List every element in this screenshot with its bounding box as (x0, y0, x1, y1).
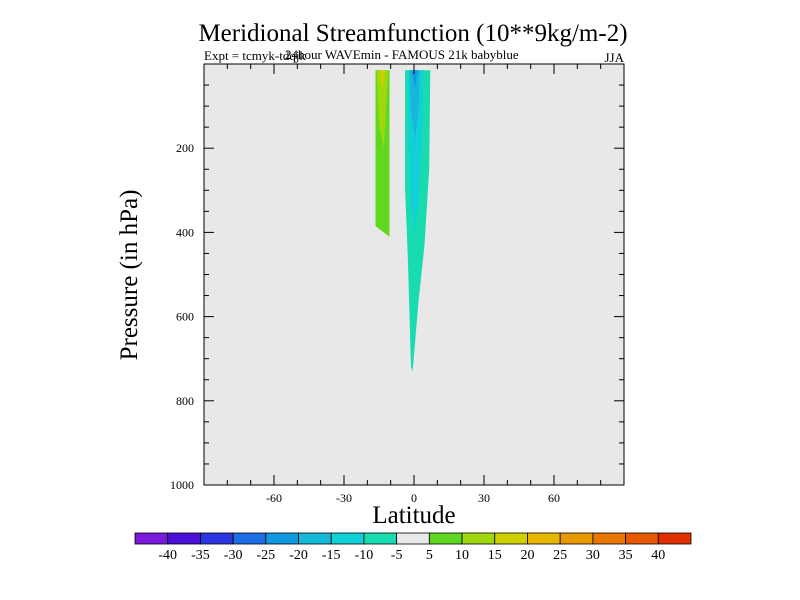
colorbar-level-label: 30 (586, 548, 600, 563)
colorbar-swatch (265, 532, 299, 545)
colorbar-swatch (363, 532, 398, 545)
colorbar-swatch (657, 532, 692, 545)
colorbar-level-label: 35 (619, 548, 633, 563)
y-tick-label: 1000 (170, 478, 194, 492)
x-tick-label: -30 (336, 491, 352, 505)
colorbar-swatch (428, 532, 463, 545)
x-tick-label: 60 (548, 491, 560, 505)
y-axis-label: Pressure (in hPa) (116, 190, 143, 361)
contour-region-positive-15-20 (379, 70, 385, 90)
colorbar-level-label: 15 (488, 548, 502, 563)
colorbar-level-label: -25 (256, 548, 275, 563)
contour-regions (375, 70, 431, 372)
x-tick-label: 30 (478, 491, 490, 505)
colorbar-level-label: -15 (322, 548, 341, 563)
colorbar-swatch (494, 532, 528, 545)
axis-ticks (204, 64, 624, 485)
colorbar-swatch (461, 532, 496, 545)
colorbar-level-label: 10 (455, 548, 469, 563)
x-tick-label: -60 (266, 491, 282, 505)
axis-tick-labels: -60 -30 0 30 60 200 400 600 800 1000 (170, 141, 560, 505)
colorbar-swatch (527, 532, 561, 545)
colorbar-swatch (592, 532, 626, 545)
colorbar-level-label: -5 (391, 548, 403, 563)
chart-subtitle-experiment: 24hour WAVEmin - FAMOUS 21k babyblue (285, 47, 519, 62)
colorbar-swatch (330, 532, 365, 545)
chart-title: Meridional Streamfunction (10**9kg/m-2) (198, 20, 627, 47)
x-tick-label: 0 (411, 491, 417, 505)
y-tick-label: 200 (176, 141, 194, 155)
y-tick-label: 800 (176, 394, 194, 408)
colorbar (134, 532, 692, 545)
colorbar-labels: -40 -35 -30 -25 -20 -15 -10 -5 5 10 15 20 25 30 35 40 (158, 548, 665, 563)
chart-subtitle-expt: Expt = tcmyk-tdqjk (204, 48, 306, 63)
colorbar-level-label: -30 (224, 548, 243, 563)
colorbar-swatch (396, 532, 430, 545)
season-label: JJA (604, 50, 624, 65)
colorbar-level-label: -20 (289, 548, 308, 563)
contour-region-negative-25-20 (411, 70, 418, 90)
colorbar-level-label: -35 (191, 548, 210, 563)
colorbar-swatch (625, 532, 659, 545)
colorbar-level-label: 25 (553, 548, 567, 563)
x-axis-label: Latitude (372, 502, 455, 529)
y-tick-label: 600 (176, 310, 194, 324)
y-tick-label: 400 (176, 225, 194, 239)
colorbar-level-label: -40 (158, 548, 177, 563)
colorbar-swatch (167, 532, 201, 545)
colorbar-swatch (134, 532, 169, 545)
colorbar-swatch (559, 532, 594, 545)
colorbar-level-label: 20 (520, 548, 534, 563)
contour-region-negative-20-15 (409, 70, 420, 140)
colorbar-level-label: 5 (426, 548, 433, 563)
colorbar-swatch (298, 532, 332, 545)
colorbar-level-label: -10 (355, 548, 374, 563)
colorbar-level-label: 40 (651, 548, 665, 563)
colorbar-swatch (200, 532, 234, 545)
colorbar-swatch (232, 532, 267, 545)
contour-region-positive-10-15 (376, 70, 389, 149)
